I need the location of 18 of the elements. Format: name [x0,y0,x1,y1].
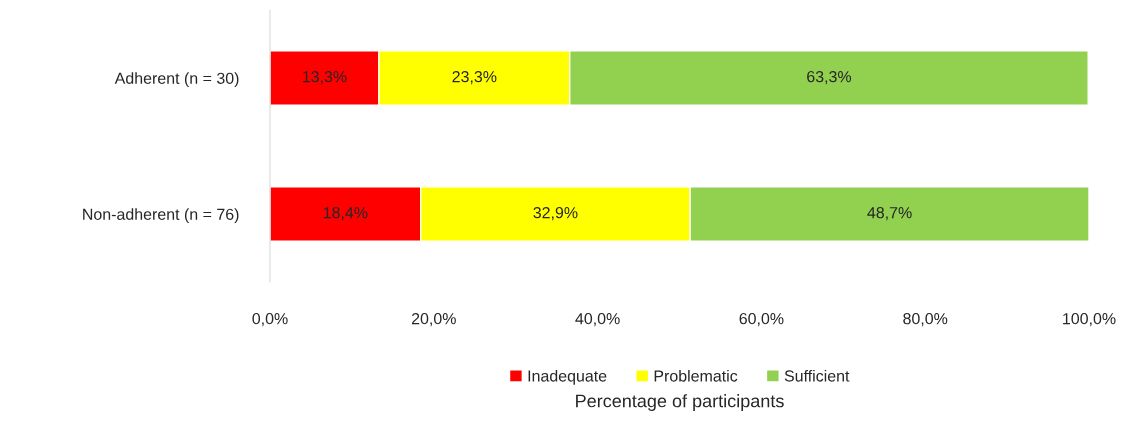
legend-label: Sufficient [784,369,850,382]
data-label: 23,3% [452,70,497,85]
x-tick-label: 80,0% [903,312,948,327]
x-tick-label: 20,0% [411,312,456,327]
y-tick-label: Non-adherent (n = 76) [83,208,239,224]
x-tick-label: 0,0% [252,312,288,327]
data-label: 18,4% [323,206,368,221]
y-tick-label: Adherent (n = 30) [114,72,239,88]
data-label: 63,3% [807,70,852,85]
x-tick-label: 100,0% [1063,312,1116,327]
data-label: 13,3% [303,70,347,85]
x-tick-label: 40,0% [575,312,620,327]
x-tick-label: 60,0% [739,312,784,327]
x-axis-title: Percentage of participants [576,394,784,411]
legend-label: Inadequate [528,369,607,385]
data-label: 48,7% [867,206,912,221]
data-label: 32,9% [533,206,578,221]
legend-label: Problematic [654,369,738,382]
